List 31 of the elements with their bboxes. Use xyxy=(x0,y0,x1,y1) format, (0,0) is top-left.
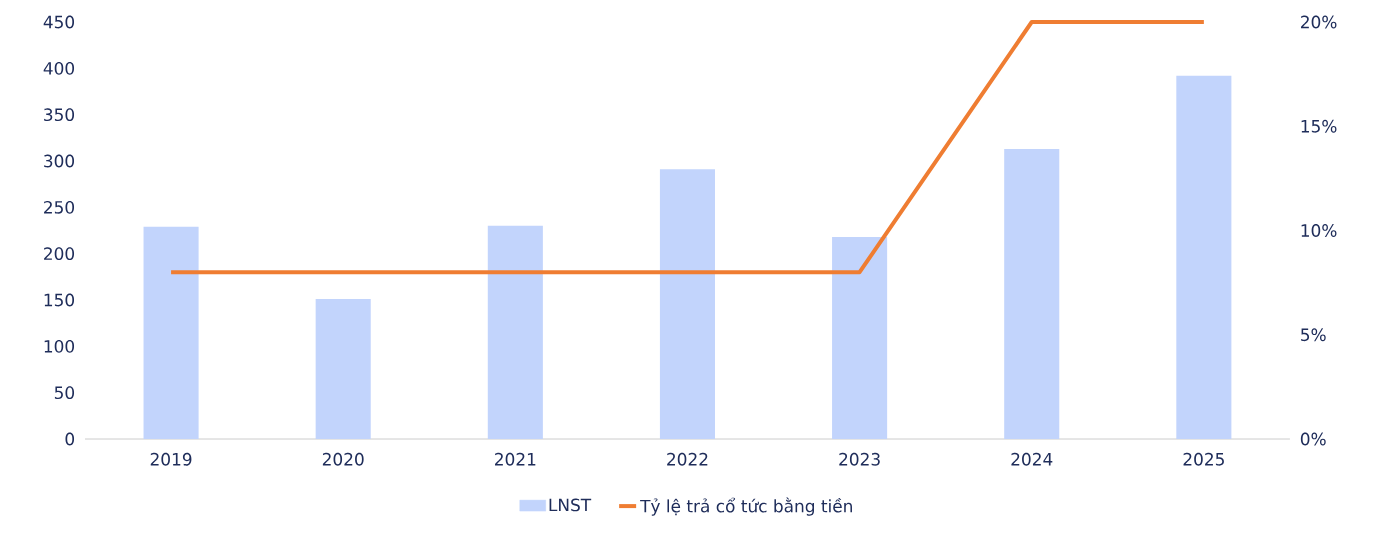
y2-tick-label: 15% xyxy=(1301,119,1337,133)
y-tick-label: 450 xyxy=(43,15,75,29)
x-tick-label: 2025 xyxy=(1183,452,1224,466)
bar xyxy=(1176,75,1232,439)
bar xyxy=(315,299,371,439)
y2-tick-label: 0% xyxy=(1300,432,1326,446)
legend-label: Tỷ lệ trả cổ tức bằng tiền xyxy=(640,497,852,516)
y-tick-label: 100 xyxy=(44,339,75,353)
x-tick-label: 2019 xyxy=(150,452,192,466)
bar xyxy=(1004,148,1060,439)
bar xyxy=(487,225,543,439)
x-tick-label: 2022 xyxy=(667,452,708,466)
y-tick-label: 350 xyxy=(44,108,75,122)
legend-label: LNST xyxy=(549,498,592,512)
bar xyxy=(832,236,888,439)
y-tick-label: 150 xyxy=(44,293,75,307)
x-tick-label: 2021 xyxy=(495,452,536,466)
x-tick-label: 2023 xyxy=(839,452,880,466)
y-tick-label: 0 xyxy=(65,432,75,446)
x-tick-label: 2024 xyxy=(1011,452,1053,466)
y-tick-label: 400 xyxy=(43,61,75,75)
y-tick-label: 50 xyxy=(54,386,75,400)
y2-tick-label: 5% xyxy=(1301,328,1326,342)
bar xyxy=(143,226,199,439)
y-tick-label: 200 xyxy=(44,247,75,261)
y-tick-label: 300 xyxy=(44,154,75,168)
y-tick-label: 250 xyxy=(44,200,75,214)
y2-tick-label: 10% xyxy=(1301,224,1337,237)
x-tick-label: 2020 xyxy=(322,452,364,466)
y2-tick-label: 20% xyxy=(1301,15,1337,29)
bar xyxy=(659,169,715,439)
